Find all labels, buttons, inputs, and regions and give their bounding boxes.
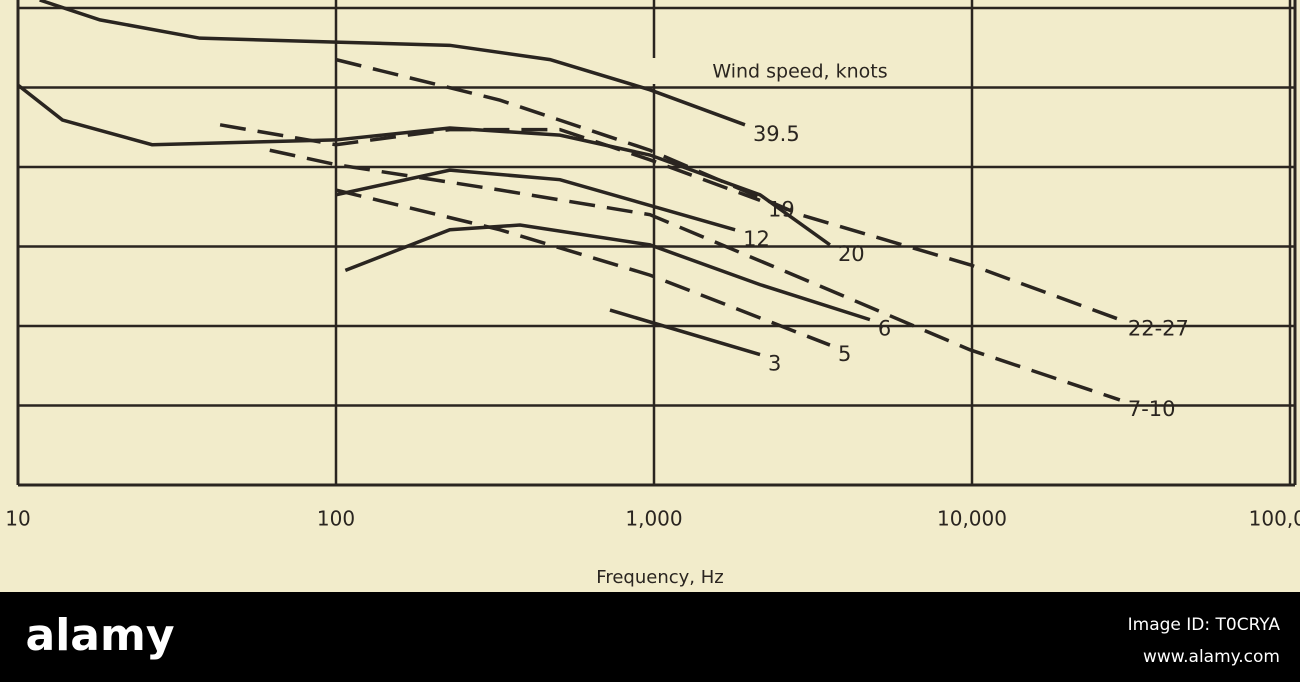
x-tick-label: 100,000: [1249, 507, 1300, 531]
series-label: 7-10: [1128, 397, 1176, 421]
series-label: 39.5: [753, 122, 800, 146]
x-tick-label: 10: [5, 507, 30, 531]
x-axis-title: Frequency, Hz: [596, 567, 723, 588]
series-line: [219, 123, 761, 203]
series-line: [335, 188, 831, 347]
annotation-bg: [650, 58, 950, 84]
series-line: [335, 168, 736, 232]
site: www.alamy.com: [1143, 647, 1280, 667]
series-line: [269, 148, 1121, 402]
annotation: Wind speed, knots: [712, 61, 887, 83]
series-line: [609, 308, 761, 357]
x-tick-label: 1,000: [625, 507, 682, 531]
x-tick-label: 100: [317, 507, 355, 531]
series-line: [39, 0, 746, 127]
series-label: 3: [768, 352, 781, 376]
image-id: Image ID: T0CRYA: [1128, 615, 1281, 635]
series-line: [344, 223, 871, 322]
paper: [0, 0, 1300, 592]
series-label: 22-27: [1128, 317, 1189, 341]
series-label: 12: [743, 227, 770, 251]
series-label: 5: [838, 342, 851, 366]
footer-bg: [0, 592, 1300, 682]
logo: alamy: [26, 610, 175, 661]
footer: alamy Image ID: T0CRYA www.alamy.com: [0, 592, 1300, 682]
series-label: 6: [878, 317, 891, 341]
x-tick-label: 10,000: [937, 507, 1007, 531]
series-label: 20: [838, 242, 865, 266]
series-line: [335, 57, 1121, 322]
